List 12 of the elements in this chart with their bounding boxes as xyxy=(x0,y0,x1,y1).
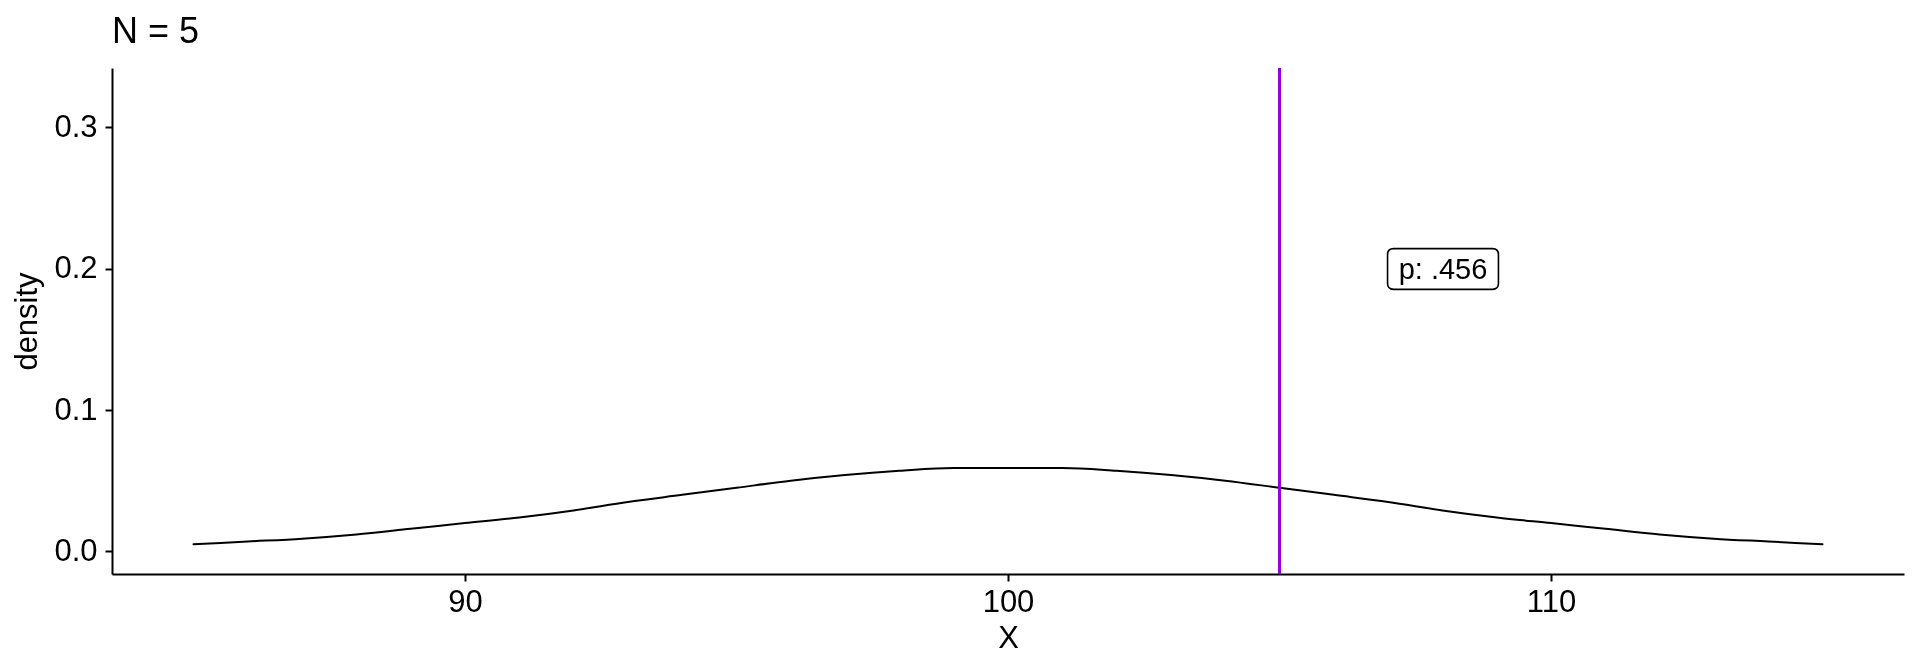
line-series xyxy=(192,466,1824,546)
x-tick-label: 90 xyxy=(448,583,483,619)
y-tick-label: 0.3 xyxy=(54,108,98,144)
y-axis-title: density xyxy=(9,271,45,371)
x-tick-label: 100 xyxy=(982,583,1035,619)
y-tick-label: 0.1 xyxy=(54,391,98,427)
x-axis-title: X xyxy=(998,619,1020,655)
y-tick-label: 0.0 xyxy=(54,532,98,568)
annotation: p: .456 xyxy=(1398,253,1488,285)
chart-title: N = 5 xyxy=(112,9,200,51)
y-tick-label: 0.2 xyxy=(54,250,98,286)
x-tick-label: 110 xyxy=(1526,583,1577,619)
